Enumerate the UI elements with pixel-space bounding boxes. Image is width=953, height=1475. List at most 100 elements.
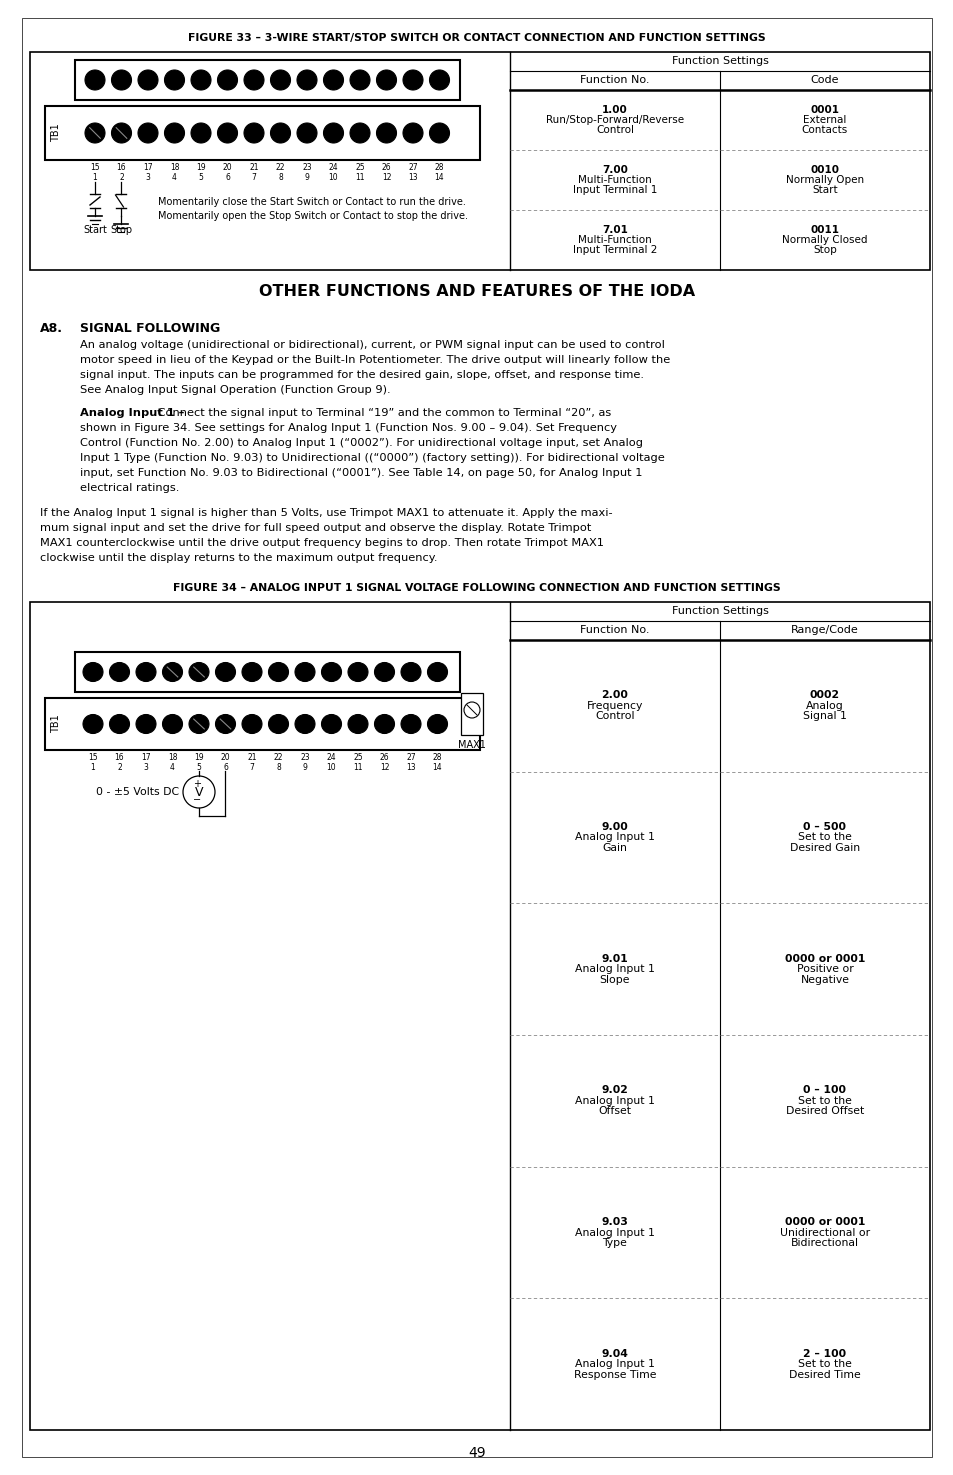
Text: If the Analog Input 1 signal is higher than 5 Volts, use Trimpot MAX1 to attenua: If the Analog Input 1 signal is higher t…: [40, 507, 612, 518]
Text: 0000 or 0001: 0000 or 0001: [784, 954, 864, 963]
Text: Analog: Analog: [805, 701, 843, 711]
Ellipse shape: [215, 714, 235, 733]
Text: 2: 2: [117, 764, 122, 773]
Ellipse shape: [271, 69, 291, 90]
Text: Positive or: Positive or: [796, 965, 853, 974]
Text: Code: Code: [810, 75, 839, 86]
Text: 0010: 0010: [810, 165, 839, 176]
Text: 0000 or 0001: 0000 or 0001: [784, 1217, 864, 1227]
Text: shown in Figure 34. See settings for Analog Input 1 (Function Nos. 9.00 – 9.04).: shown in Figure 34. See settings for Ana…: [80, 423, 617, 434]
Bar: [75, 60, 459, 100]
Text: SIGNAL FOLLOWING: SIGNAL FOLLOWING: [80, 322, 220, 335]
Text: 9.02: 9.02: [601, 1086, 628, 1096]
Ellipse shape: [296, 122, 316, 143]
Text: 24: 24: [329, 164, 338, 173]
Text: TB1: TB1: [51, 124, 61, 143]
Text: Control (Function No. 2.00) to Analog Input 1 (“0002”). For unidirectional volta: Control (Function No. 2.00) to Analog In…: [80, 438, 642, 448]
Text: 0 - ±5 Volts DC: 0 - ±5 Volts DC: [95, 788, 179, 797]
Ellipse shape: [268, 714, 288, 733]
Text: 7.00: 7.00: [601, 165, 627, 176]
Text: Normally Closed: Normally Closed: [781, 235, 867, 245]
Text: Multi-Function: Multi-Function: [578, 176, 651, 184]
Text: Stop: Stop: [812, 245, 836, 255]
Ellipse shape: [83, 714, 103, 733]
Ellipse shape: [268, 662, 288, 681]
Ellipse shape: [400, 714, 420, 733]
Text: Analog Input 1: Analog Input 1: [575, 1227, 655, 1238]
Ellipse shape: [164, 122, 184, 143]
Text: Analog Input 1 –: Analog Input 1 –: [80, 409, 184, 417]
Text: FIGURE 33 – 3-WIRE START/STOP SWITCH OR CONTACT CONNECTION AND FUNCTION SETTINGS: FIGURE 33 – 3-WIRE START/STOP SWITCH OR …: [188, 32, 765, 43]
Bar: [75, 652, 459, 692]
Text: 26: 26: [381, 164, 391, 173]
Text: External: External: [802, 115, 846, 125]
Text: Desired Offset: Desired Offset: [785, 1106, 863, 1117]
Text: Momentarily open the Stop Switch or Contact to stop the drive.: Momentarily open the Stop Switch or Cont…: [158, 211, 468, 221]
Text: 8: 8: [275, 764, 280, 773]
Ellipse shape: [400, 662, 420, 681]
Text: Desired Time: Desired Time: [788, 1370, 860, 1379]
Text: 0011: 0011: [810, 226, 839, 235]
Text: 13: 13: [408, 174, 417, 183]
Text: 2 – 100: 2 – 100: [802, 1348, 845, 1358]
Ellipse shape: [138, 122, 158, 143]
Ellipse shape: [112, 122, 132, 143]
Text: 16: 16: [114, 754, 124, 763]
Text: +: +: [193, 779, 201, 789]
Text: 18: 18: [168, 754, 177, 763]
Text: 20: 20: [222, 164, 233, 173]
Text: 1.00: 1.00: [601, 105, 627, 115]
Ellipse shape: [427, 662, 447, 681]
Ellipse shape: [350, 69, 370, 90]
Text: 11: 11: [353, 764, 362, 773]
Ellipse shape: [323, 69, 343, 90]
Text: Offset: Offset: [598, 1106, 631, 1117]
Text: 23: 23: [300, 754, 310, 763]
Text: Desired Gain: Desired Gain: [789, 844, 860, 853]
Text: Analog Input 1: Analog Input 1: [575, 1358, 655, 1369]
Text: 18: 18: [170, 164, 179, 173]
Text: Set to the: Set to the: [798, 1358, 851, 1369]
Text: Frequency: Frequency: [586, 701, 642, 711]
Ellipse shape: [294, 662, 314, 681]
Text: 22: 22: [274, 754, 283, 763]
Text: 9: 9: [304, 174, 309, 183]
Bar: [45, 698, 479, 749]
Text: 27: 27: [406, 754, 416, 763]
Ellipse shape: [85, 122, 105, 143]
Ellipse shape: [321, 662, 341, 681]
Text: 15: 15: [91, 164, 100, 173]
Text: 0 – 100: 0 – 100: [802, 1086, 845, 1096]
Text: mum signal input and set the drive for full speed output and observe the display: mum signal input and set the drive for f…: [40, 524, 591, 532]
Text: 12: 12: [381, 174, 391, 183]
Text: 49: 49: [468, 1446, 485, 1460]
Ellipse shape: [375, 714, 395, 733]
Text: Control: Control: [596, 125, 634, 136]
Ellipse shape: [112, 69, 132, 90]
Text: 24: 24: [326, 754, 336, 763]
Text: Analog Input 1: Analog Input 1: [575, 832, 655, 842]
Ellipse shape: [350, 122, 370, 143]
Text: An analog voltage (unidirectional or bidirectional), current, or PWM signal inpu: An analog voltage (unidirectional or bid…: [80, 341, 664, 350]
Text: Negative: Negative: [800, 975, 848, 985]
Text: Analog Input 1: Analog Input 1: [575, 965, 655, 974]
Bar: [30, 602, 929, 1429]
Text: 3: 3: [143, 764, 149, 773]
Text: 12: 12: [379, 764, 389, 773]
Text: Control: Control: [595, 711, 634, 721]
Text: OTHER FUNCTIONS AND FEATURES OF THE IODA: OTHER FUNCTIONS AND FEATURES OF THE IODA: [258, 285, 695, 299]
Ellipse shape: [294, 714, 314, 733]
Ellipse shape: [429, 69, 449, 90]
Text: 8: 8: [278, 174, 283, 183]
Text: 21: 21: [247, 754, 256, 763]
Text: 0002: 0002: [809, 690, 840, 701]
Ellipse shape: [244, 122, 264, 143]
Text: 9: 9: [302, 764, 307, 773]
Text: 6: 6: [223, 764, 228, 773]
Ellipse shape: [136, 714, 156, 733]
Ellipse shape: [348, 714, 368, 733]
Text: Function Settings: Function Settings: [671, 606, 767, 617]
Text: 25: 25: [355, 164, 364, 173]
Text: Normally Open: Normally Open: [785, 176, 863, 184]
Ellipse shape: [83, 662, 103, 681]
